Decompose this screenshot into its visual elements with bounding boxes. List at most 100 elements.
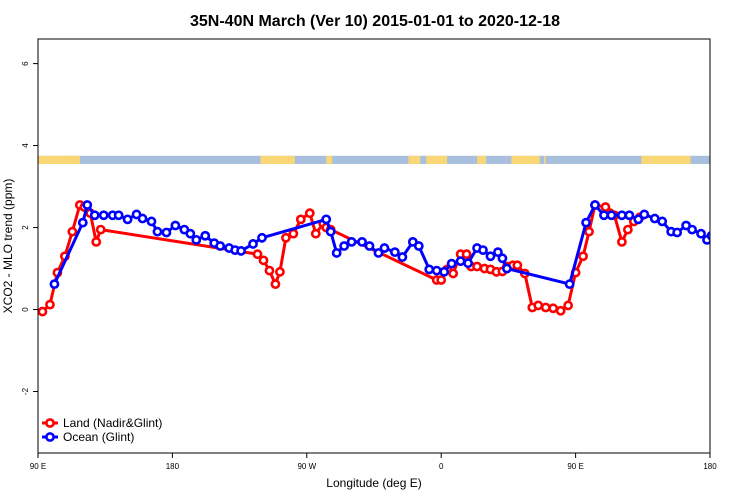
data-point [215,241,226,251]
data-point [431,265,442,276]
data-point [357,237,367,247]
data-point [321,214,332,225]
data-point [310,228,321,239]
data-point [45,299,55,310]
land-segment [511,155,540,165]
data-point [113,210,124,221]
data-point [584,226,594,237]
data-point [397,252,408,262]
data-point [185,228,196,239]
data-point [709,241,710,246]
data-point [590,200,600,210]
data-point [89,210,100,221]
data-point [624,210,635,221]
legend: Land (Nadir&Glint)Ocean (Glint) [42,416,162,444]
data-point [540,302,551,313]
y-tick-label: -2 [21,387,30,395]
data-point [264,265,275,276]
x-axis: 90 E 180 90 W 0 90 E 180 [30,453,717,471]
land-segment [544,155,546,165]
data-point [485,251,496,262]
ocean-band [38,155,710,165]
data-point [170,220,181,231]
data-point [257,232,267,243]
land-segment [38,155,77,165]
data-point [346,237,357,247]
legend-label: Land (Nadir&Glint) [63,416,162,430]
data-point [82,200,93,210]
data-point [413,241,424,251]
land-segment [426,155,440,165]
data-point [248,239,258,249]
data-point [161,227,172,238]
data-point [564,279,575,290]
land-segment [438,155,448,165]
data-point [77,217,88,228]
x-tick-label: 180 [703,462,717,471]
land-segment [657,155,669,165]
data-point [657,216,668,227]
x-axis-label: Longitude (deg E) [326,476,421,490]
data-point [714,242,721,249]
data-point [304,208,315,219]
data-point [379,243,390,253]
data-point [191,234,202,245]
data-point [493,247,503,258]
data-point [578,251,588,262]
data-point [122,214,133,225]
data-point [606,210,617,221]
data-point [152,226,163,237]
data-point [461,249,472,260]
data-point [533,300,544,311]
land-segment [326,155,333,165]
x-tick-label: 180 [166,462,180,471]
y-axis-label: XCO2 - MLO trend (ppm) [1,179,15,314]
series-layer [38,200,725,317]
data-point [616,237,627,247]
data-point [581,217,591,228]
legend-swatch-marker [45,418,55,428]
land-ocean-strip [38,155,710,165]
data-point [463,258,473,269]
plot-frame [37,38,711,454]
data-point [555,305,566,316]
y-tick-label: 0 [21,307,30,312]
legend-item: Land (Nadir&Glint) [42,416,162,430]
data-point [339,241,350,251]
legend-swatch-marker [45,432,55,442]
data-point [687,224,697,235]
data-point [270,279,281,290]
data-point [478,245,488,255]
data-point [288,228,299,239]
data-point [295,214,306,225]
data-point [639,209,650,220]
x-tick-label: 0 [439,462,444,471]
chart-title: 35N-40N March (Ver 10) 2015-01-01 to 202… [190,13,560,30]
data-point [649,213,660,224]
data-point [91,237,102,247]
data-point [548,303,559,314]
data-point [455,256,466,267]
y-axis: -2 0 2 4 6 [21,61,38,395]
legend-item: Ocean (Glint) [42,430,134,444]
data-point [472,261,482,272]
land-segment [408,155,421,165]
data-point [633,214,644,225]
data-point [436,275,447,285]
land-segment [58,155,68,165]
data-point [258,255,269,266]
y-tick-label: 6 [21,61,30,66]
data-point [439,266,450,277]
data-point [98,210,109,221]
data-point [236,246,246,256]
data-point [38,306,48,317]
data-point [497,253,508,264]
series-ocean [49,200,725,290]
data-point [696,228,706,239]
y-tick-label: 2 [21,225,30,230]
data-point [95,224,106,235]
data-point [137,213,148,224]
data-point [49,279,60,290]
data-point [718,244,725,251]
